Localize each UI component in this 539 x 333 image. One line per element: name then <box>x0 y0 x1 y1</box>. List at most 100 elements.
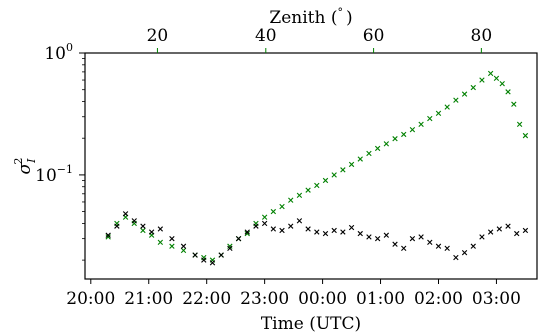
data-point-stroke <box>157 226 164 232</box>
data-point-stroke <box>499 81 505 87</box>
data-point <box>418 121 424 128</box>
x-tick-label: 22:00 <box>182 289 231 309</box>
data-point <box>180 247 187 254</box>
data-point-stroke <box>392 136 398 142</box>
data-point-stroke <box>487 229 494 235</box>
data-point <box>140 223 146 229</box>
data-point <box>435 110 442 117</box>
data-point-stroke <box>201 257 207 263</box>
data-point <box>218 252 224 258</box>
data-point <box>305 226 311 232</box>
data-point <box>122 211 129 217</box>
data-point-stroke <box>522 132 529 139</box>
data-point-stroke <box>383 141 390 147</box>
data-point <box>348 224 355 231</box>
data-point-stroke <box>470 84 476 91</box>
data-point-stroke <box>418 121 424 128</box>
data-point-stroke <box>122 211 129 217</box>
data-point-stroke <box>427 239 433 245</box>
data-point-stroke <box>374 235 381 242</box>
data-point-stroke <box>366 150 372 157</box>
data-point-stroke <box>296 192 303 199</box>
data-point-stroke <box>270 226 277 232</box>
data-point <box>314 229 320 235</box>
data-point-stroke <box>314 229 320 235</box>
data-point-stroke <box>493 75 500 81</box>
data-point-stroke <box>314 182 320 189</box>
data-point <box>470 84 476 91</box>
top-axis-title-unit: ° <box>337 6 343 19</box>
x-tick-label: 01:00 <box>356 289 405 309</box>
y-axis-title: σI2 <box>12 158 38 175</box>
data-point-stroke <box>227 243 233 249</box>
data-point-stroke <box>401 245 407 251</box>
data-point-stroke <box>279 227 285 234</box>
data-point <box>131 218 137 224</box>
data-point <box>479 77 485 83</box>
data-point <box>505 89 511 95</box>
data-point-stroke <box>505 89 511 95</box>
top-tick-label: 40 <box>255 26 277 46</box>
data-point-stroke <box>487 70 494 77</box>
data-point-stroke <box>444 245 450 251</box>
data-point-stroke <box>261 220 268 227</box>
y-axis-title-superscript: 2 <box>12 158 25 165</box>
data-point-stroke <box>244 229 250 235</box>
data-point-stroke <box>409 235 416 242</box>
data-marks <box>105 70 529 266</box>
data-point-stroke <box>218 252 224 258</box>
top-axis-title-main: Zenith ( <box>269 8 337 28</box>
data-point <box>374 235 381 242</box>
data-point <box>331 172 337 178</box>
axes: 20:00 21:00 22:00 23:00 00:00 01:00 02:00 03:00… <box>35 26 521 309</box>
data-point-stroke <box>418 234 424 240</box>
data-point-stroke <box>322 177 329 184</box>
data-point <box>514 230 520 237</box>
data-point <box>296 218 303 224</box>
data-point <box>453 254 459 261</box>
data-point-stroke <box>461 91 468 97</box>
data-point <box>140 227 146 234</box>
data-point-stroke <box>157 239 164 245</box>
data-point-stroke <box>279 203 285 210</box>
data-point-stroke <box>461 250 468 256</box>
data-point-stroke <box>496 226 503 232</box>
data-point <box>180 243 187 249</box>
data-point <box>409 235 416 242</box>
data-point <box>253 223 259 229</box>
data-point-stroke <box>131 218 137 224</box>
data-point <box>461 250 468 256</box>
data-point <box>461 91 468 97</box>
data-point-stroke <box>357 230 363 237</box>
data-point <box>401 131 407 138</box>
data-point-stroke <box>427 115 433 122</box>
data-point-stroke <box>516 121 523 128</box>
data-point-stroke <box>366 234 372 240</box>
data-point-stroke <box>479 77 485 83</box>
data-point-stroke <box>348 224 355 231</box>
data-point <box>105 232 111 238</box>
top-tick-label: 80 <box>471 26 493 46</box>
data-point <box>444 245 450 251</box>
data-point <box>383 141 390 147</box>
data-point <box>322 177 329 184</box>
y-tick-label-base: 10 <box>44 44 66 64</box>
data-point <box>270 208 277 215</box>
top-axis-title: Zenith (°) <box>269 6 352 28</box>
data-point-stroke <box>331 227 337 234</box>
data-point-stroke <box>340 229 346 235</box>
data-point <box>496 226 503 232</box>
data-point-stroke <box>340 167 346 173</box>
data-point <box>244 229 250 235</box>
data-point-stroke <box>169 235 175 242</box>
data-point <box>487 229 494 235</box>
data-point-stroke <box>453 97 459 103</box>
data-point-stroke <box>105 232 111 238</box>
data-point <box>357 156 363 162</box>
data-point-stroke <box>180 243 187 249</box>
data-point <box>105 234 111 240</box>
data-point <box>357 230 363 237</box>
data-point-stroke <box>479 234 485 240</box>
data-point <box>340 167 346 173</box>
data-point <box>244 230 250 237</box>
